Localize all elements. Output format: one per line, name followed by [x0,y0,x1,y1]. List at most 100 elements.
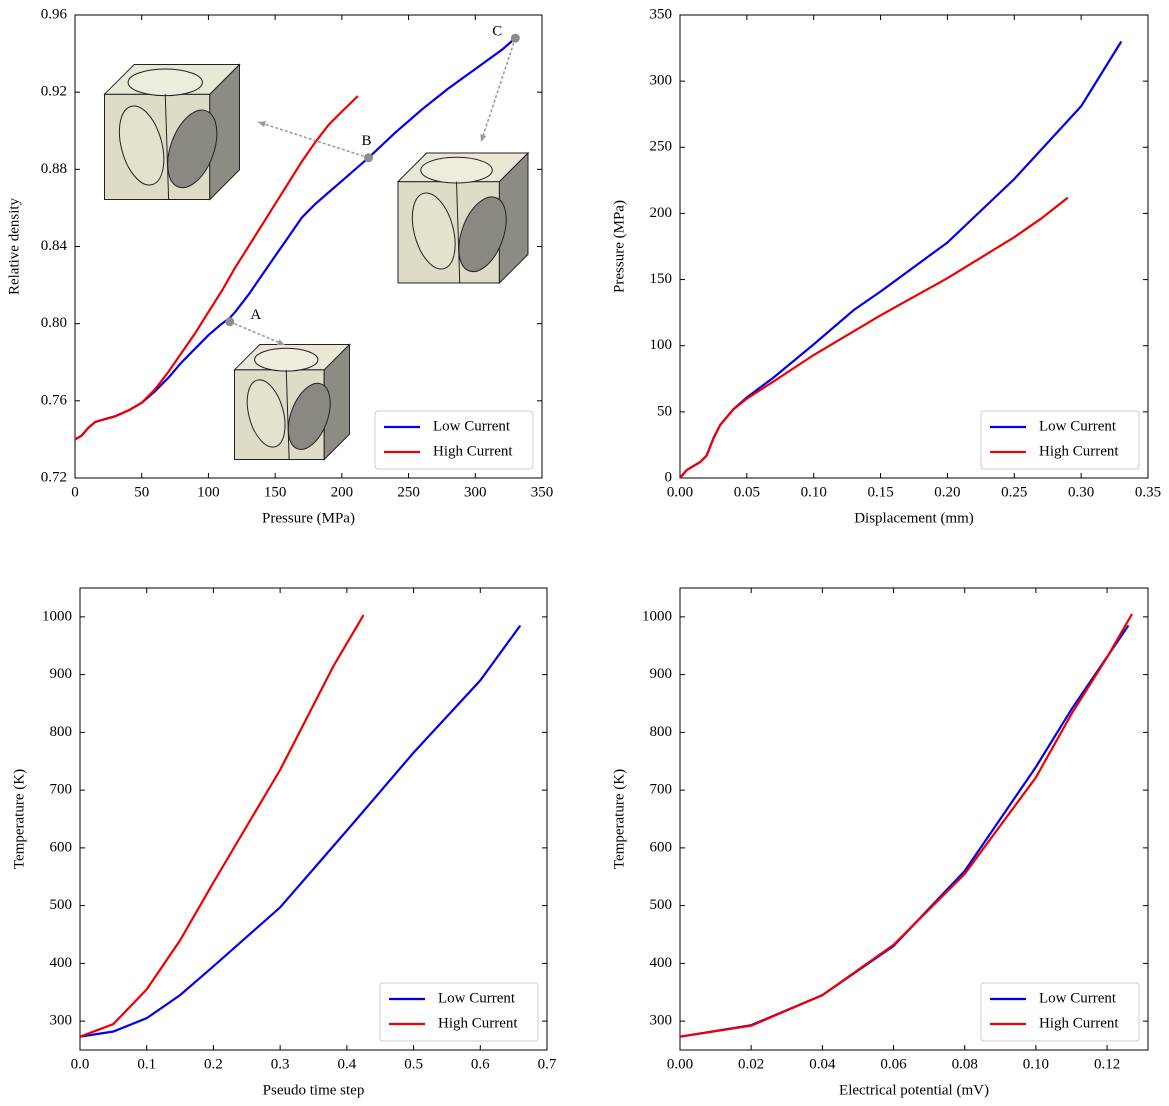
y-tick-label: 300 [50,1013,73,1029]
x-tick-label: 0.35 [1135,484,1161,500]
x-tick-label: 200 [331,484,354,500]
y-tick-label: 300 [650,73,673,89]
x-tick-label: 0.20 [934,484,960,500]
data-line [679,613,1133,1038]
grain [127,68,203,97]
x-tick-label: 0.00 [667,1056,693,1072]
y-tick-label: 600 [50,839,73,855]
x-tick-label: 0.3 [271,1056,290,1072]
grain-edge [456,181,461,284]
annotation-label: B [362,133,372,149]
x-tick-label: 0.05 [734,484,760,500]
cube-image [103,63,241,201]
y-tick-label: 500 [50,897,73,913]
legend-label: Low Current [433,418,511,434]
annotation-label: A [250,307,261,323]
y-tick-label: 700 [50,782,73,798]
cube-image [396,151,530,285]
arrow-head [258,121,266,128]
data-line [74,95,359,441]
y-tick-label: 0.84 [41,238,68,254]
grain [118,105,165,186]
data-line [79,614,365,1038]
x-axis-label: Pressure (MPa) [262,510,355,526]
y-tick-label: 100 [650,337,673,353]
legend-label: Low Current [1039,990,1117,1006]
grain [246,379,286,448]
x-tick-label: 0.7 [538,1056,557,1072]
y-tick-label: 250 [650,139,673,155]
x-tick-label: 0.06 [880,1056,907,1072]
legend-label: High Current [1039,1015,1119,1031]
annotation-label: C [492,24,502,40]
x-tick-label: 0.0 [71,1056,90,1072]
legend-label: High Current [1039,443,1119,459]
data-line [79,624,522,1038]
x-tick-label: 0.5 [404,1056,423,1072]
x-axis-label: Displacement (mm) [854,510,974,526]
y-tick-label: 0 [665,469,673,485]
y-tick-label: 1000 [642,608,672,624]
y-tick-label: 0.88 [41,161,67,177]
x-tick-label: 300 [464,484,487,500]
legend-box [374,410,534,470]
y-tick-label: 0.96 [41,6,68,22]
annotation-point [510,33,520,43]
y-tick-label: 900 [650,666,673,682]
y-tick-label: 0.76 [41,392,68,408]
annotation-arrow [229,321,286,346]
legend-box [980,982,1140,1042]
x-tick-label: 0.6 [471,1056,490,1072]
y-axis-label: Temperature (K) [11,769,27,869]
grain-edge [164,94,170,200]
legend-box [379,982,539,1042]
legend-label: High Current [433,443,513,459]
arrow-head [277,339,285,346]
data-line [679,624,1130,1038]
x-tick-label: 0 [71,484,79,500]
arrow-head [480,134,487,142]
cube-image [233,343,351,461]
y-tick-label: 800 [50,724,73,740]
y-axis-label: Relative density [6,197,22,295]
grain [458,196,507,273]
annotation-arrow [480,37,517,143]
y-tick-label: 800 [650,724,673,740]
x-tick-label: 100 [197,484,220,500]
x-tick-label: 0.1 [137,1056,156,1072]
y-tick-label: 0.92 [41,84,67,100]
y-tick-label: 600 [650,839,673,855]
y-tick-label: 50 [657,403,672,419]
grain [254,347,319,372]
x-tick-label: 150 [264,484,287,500]
y-tick-label: 0.72 [41,469,67,485]
y-tick-label: 150 [650,271,673,287]
y-tick-label: 400 [650,955,673,971]
legend-label: Low Current [438,990,516,1006]
y-tick-label: 350 [650,6,673,22]
annotation-point [364,153,374,163]
x-tick-label: 0.10 [801,484,827,500]
y-tick-label: 500 [650,897,673,913]
legend-box [980,410,1140,470]
legend-label: Low Current [1039,418,1117,434]
x-tick-label: 0.04 [809,1056,836,1072]
y-tick-label: 1000 [42,608,72,624]
grain [167,109,218,189]
x-tick-label: 0.08 [952,1056,978,1072]
grain-edge [285,369,290,460]
x-tick-label: 0.30 [1068,484,1094,500]
y-tick-label: 700 [650,782,673,798]
x-tick-label: 0.10 [1023,1056,1049,1072]
y-tick-label: 0.80 [41,315,67,331]
x-tick-label: 50 [134,484,149,500]
plot-frame [679,587,1149,1051]
y-tick-label: 300 [650,1013,673,1029]
y-tick-label: 400 [50,955,73,971]
annotation-arrow [257,121,369,159]
grain [287,382,331,450]
grain [411,192,456,270]
x-tick-label: 0.02 [738,1056,764,1072]
annotation-point [225,317,235,327]
